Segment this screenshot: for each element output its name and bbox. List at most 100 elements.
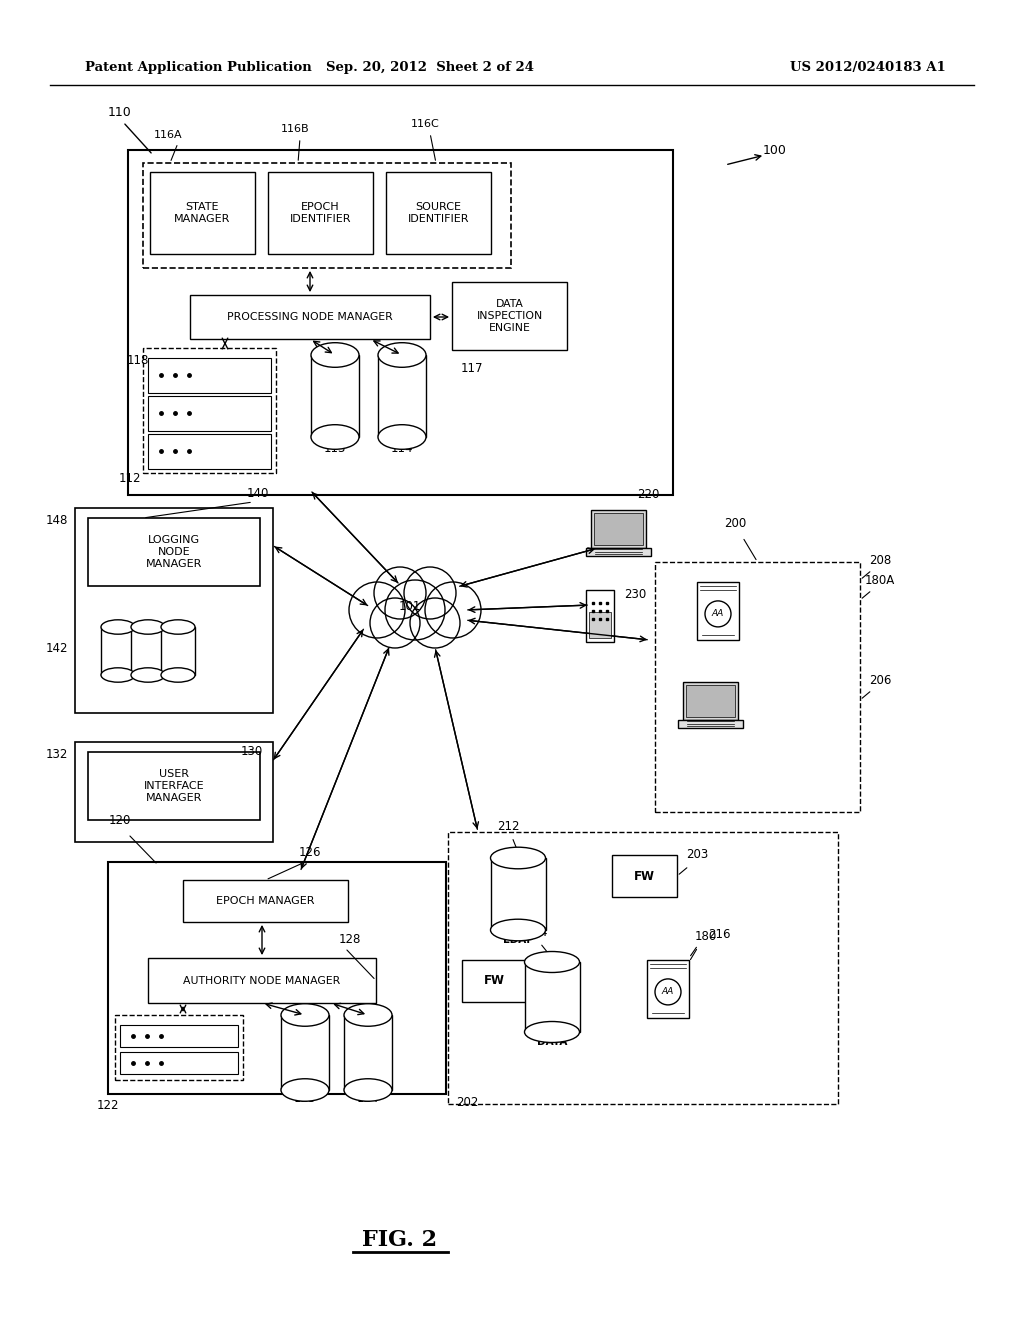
- Ellipse shape: [281, 1078, 329, 1101]
- Text: 180A: 180A: [865, 574, 895, 587]
- Bar: [586, 590, 614, 642]
- Circle shape: [374, 568, 426, 619]
- Text: 214: 214: [524, 927, 547, 939]
- Bar: [148, 396, 271, 432]
- Bar: [148, 958, 376, 1003]
- Bar: [586, 548, 650, 556]
- Bar: [281, 1015, 329, 1090]
- Text: 130: 130: [241, 744, 263, 758]
- Text: FW: FW: [484, 974, 505, 987]
- Text: 206: 206: [868, 675, 891, 686]
- Text: EPOCH MANAGER: EPOCH MANAGER: [216, 896, 314, 906]
- Text: 124: 124: [356, 1092, 379, 1105]
- Circle shape: [349, 582, 406, 638]
- Text: SOURCE
IDENTIFIER: SOURCE IDENTIFIER: [408, 202, 469, 224]
- Text: 116B: 116B: [281, 124, 309, 135]
- Bar: [108, 862, 446, 1094]
- Ellipse shape: [131, 668, 165, 682]
- Text: 101: 101: [398, 601, 421, 614]
- Bar: [594, 513, 642, 545]
- Ellipse shape: [490, 919, 546, 941]
- Text: 112: 112: [119, 471, 141, 484]
- Bar: [131, 627, 165, 675]
- Text: AA: AA: [662, 987, 674, 997]
- Text: FIG. 2: FIG. 2: [362, 1229, 437, 1251]
- Bar: [120, 1052, 238, 1074]
- Bar: [75, 508, 273, 713]
- Text: 120: 120: [109, 814, 131, 828]
- Text: 200: 200: [724, 517, 746, 531]
- Circle shape: [385, 579, 445, 640]
- Text: 123: 123: [294, 1092, 316, 1105]
- Ellipse shape: [524, 1022, 580, 1043]
- Bar: [148, 434, 271, 469]
- Text: 140: 140: [247, 487, 269, 500]
- Bar: [148, 358, 271, 393]
- Circle shape: [655, 979, 681, 1005]
- Bar: [685, 685, 734, 717]
- Bar: [378, 355, 426, 437]
- Bar: [462, 960, 527, 1002]
- Text: 142: 142: [45, 642, 68, 655]
- Ellipse shape: [311, 425, 359, 449]
- Bar: [161, 627, 195, 675]
- Text: 122: 122: [96, 1100, 119, 1111]
- Circle shape: [425, 582, 481, 638]
- Text: EPOCH
IDENTIFIER: EPOCH IDENTIFIER: [290, 202, 351, 224]
- Text: Patent Application Publication: Patent Application Publication: [85, 62, 311, 74]
- Text: US 2012/0240183 A1: US 2012/0240183 A1: [790, 62, 946, 74]
- Text: 202: 202: [456, 1096, 478, 1109]
- Bar: [683, 682, 737, 719]
- Text: 208: 208: [869, 554, 891, 568]
- Text: Sep. 20, 2012  Sheet 2 of 24: Sep. 20, 2012 Sheet 2 of 24: [326, 62, 534, 74]
- Text: STATE
MANAGER: STATE MANAGER: [174, 202, 230, 224]
- Text: 100: 100: [763, 144, 786, 157]
- Text: LDAP: LDAP: [503, 935, 534, 945]
- Text: 220: 220: [637, 488, 659, 502]
- Ellipse shape: [281, 1003, 329, 1026]
- Bar: [449, 832, 838, 1104]
- Bar: [128, 150, 673, 495]
- Bar: [88, 752, 260, 820]
- Text: 212: 212: [497, 820, 519, 833]
- Ellipse shape: [101, 620, 135, 634]
- Text: 118: 118: [127, 354, 150, 367]
- Bar: [268, 172, 373, 253]
- Ellipse shape: [344, 1078, 392, 1101]
- Text: 132: 132: [46, 747, 68, 760]
- Bar: [150, 172, 255, 253]
- Ellipse shape: [524, 952, 580, 973]
- Bar: [101, 627, 135, 675]
- Ellipse shape: [131, 620, 165, 634]
- Ellipse shape: [161, 620, 195, 634]
- Bar: [697, 582, 739, 640]
- Bar: [647, 960, 689, 1018]
- Text: 113: 113: [324, 441, 346, 454]
- Bar: [120, 1026, 238, 1047]
- Bar: [490, 858, 546, 931]
- Text: LOGGING
NODE
MANAGER: LOGGING NODE MANAGER: [145, 536, 202, 569]
- Bar: [591, 510, 645, 548]
- Text: 216: 216: [708, 928, 730, 941]
- Text: 148: 148: [46, 513, 68, 527]
- Text: 116A: 116A: [154, 129, 182, 140]
- Text: 110: 110: [109, 106, 132, 119]
- Bar: [183, 880, 348, 921]
- Bar: [678, 719, 742, 729]
- Text: 116C: 116C: [411, 119, 439, 129]
- Bar: [75, 742, 273, 842]
- Text: PROCESSING NODE MANAGER: PROCESSING NODE MANAGER: [227, 312, 393, 322]
- Bar: [589, 612, 611, 638]
- Bar: [452, 282, 567, 350]
- Text: 114: 114: [391, 441, 414, 454]
- Text: DATA
INSPECTION
ENGINE: DATA INSPECTION ENGINE: [476, 300, 543, 333]
- Text: AA: AA: [712, 610, 724, 618]
- Bar: [143, 162, 511, 268]
- Text: 117: 117: [461, 362, 483, 375]
- Ellipse shape: [311, 343, 359, 367]
- Bar: [115, 1015, 243, 1080]
- Bar: [143, 348, 276, 473]
- Bar: [612, 855, 677, 898]
- Ellipse shape: [490, 847, 546, 869]
- Text: 203: 203: [686, 847, 709, 861]
